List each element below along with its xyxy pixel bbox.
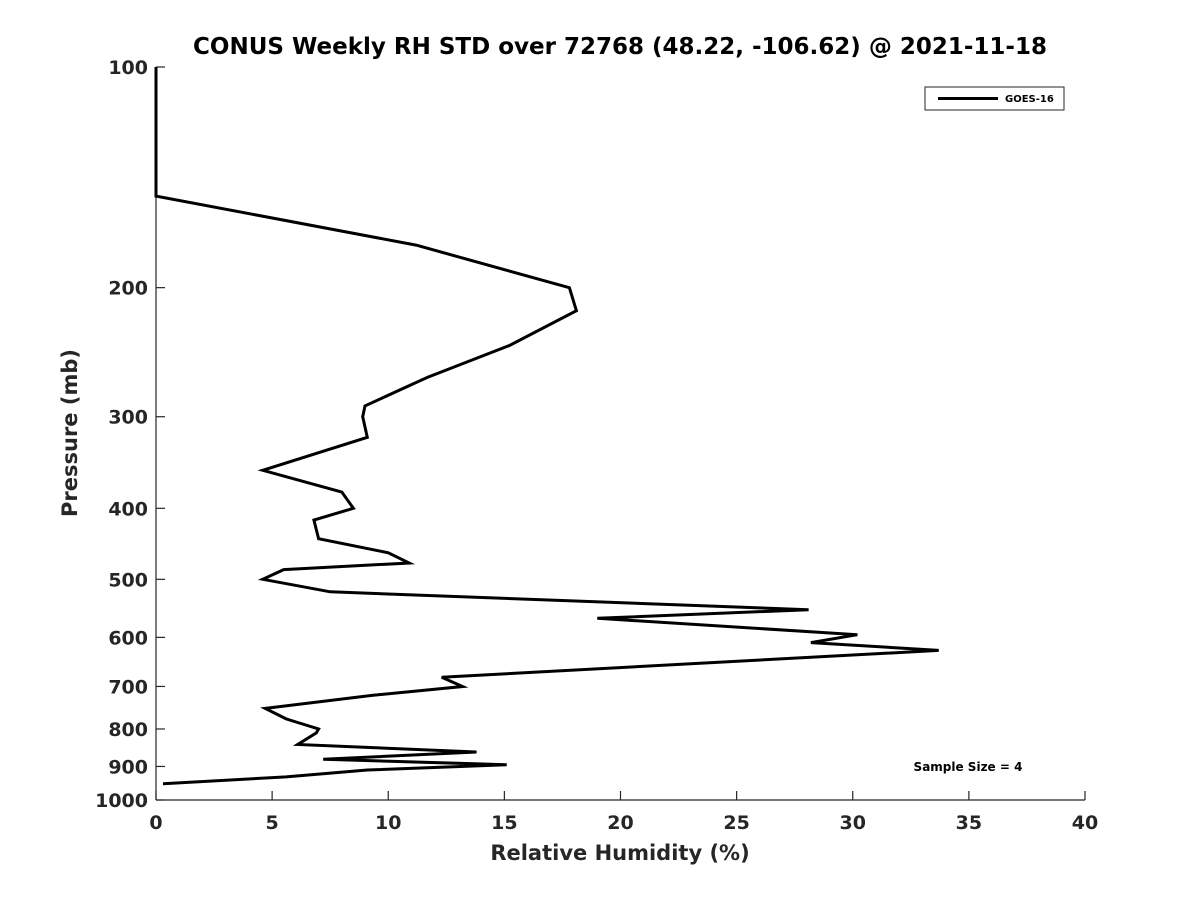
y-tick-label: 300 bbox=[108, 407, 148, 429]
y-tick-label: 500 bbox=[108, 569, 148, 591]
chart-title: CONUS Weekly RH STD over 72768 (48.22, -… bbox=[193, 34, 1047, 60]
x-tick-label: 10 bbox=[375, 812, 401, 834]
axis-ticks: 0 5 10 15 20 25 30 35 40 100 200 300 400 500 600 700 800… bbox=[95, 57, 1098, 834]
x-axis-label: Relative Humidity (%) bbox=[490, 841, 749, 865]
series-line-goes-16 bbox=[154, 67, 939, 786]
legend-label: GOES-16 bbox=[1005, 94, 1054, 105]
x-tick-label: 15 bbox=[491, 812, 517, 834]
series-layer bbox=[154, 67, 939, 786]
x-tick-label: 20 bbox=[607, 812, 633, 834]
y-tick-label: 800 bbox=[108, 719, 148, 741]
y-tick-label: 400 bbox=[108, 498, 148, 520]
y-axis-label: Pressure (mb) bbox=[58, 349, 82, 517]
axes bbox=[155, 67, 1085, 801]
y-tick-label: 1000 bbox=[95, 790, 148, 812]
x-tick-label: 25 bbox=[723, 812, 749, 834]
x-tick-label: 5 bbox=[266, 812, 279, 834]
y-tick-label: 200 bbox=[108, 278, 148, 300]
y-tick-label: 100 bbox=[108, 57, 148, 79]
sample-size-annotation: Sample Size = 4 bbox=[914, 760, 1023, 774]
x-tick-label: 0 bbox=[149, 812, 162, 834]
y-tick-label: 700 bbox=[108, 676, 148, 698]
y-tick-label: 900 bbox=[108, 756, 148, 778]
x-tick-label: 35 bbox=[956, 812, 982, 834]
legend: GOES-16 bbox=[924, 86, 1065, 111]
x-tick-label: 40 bbox=[1072, 812, 1098, 834]
y-tick-label: 600 bbox=[108, 627, 148, 649]
x-tick-label: 30 bbox=[840, 812, 866, 834]
